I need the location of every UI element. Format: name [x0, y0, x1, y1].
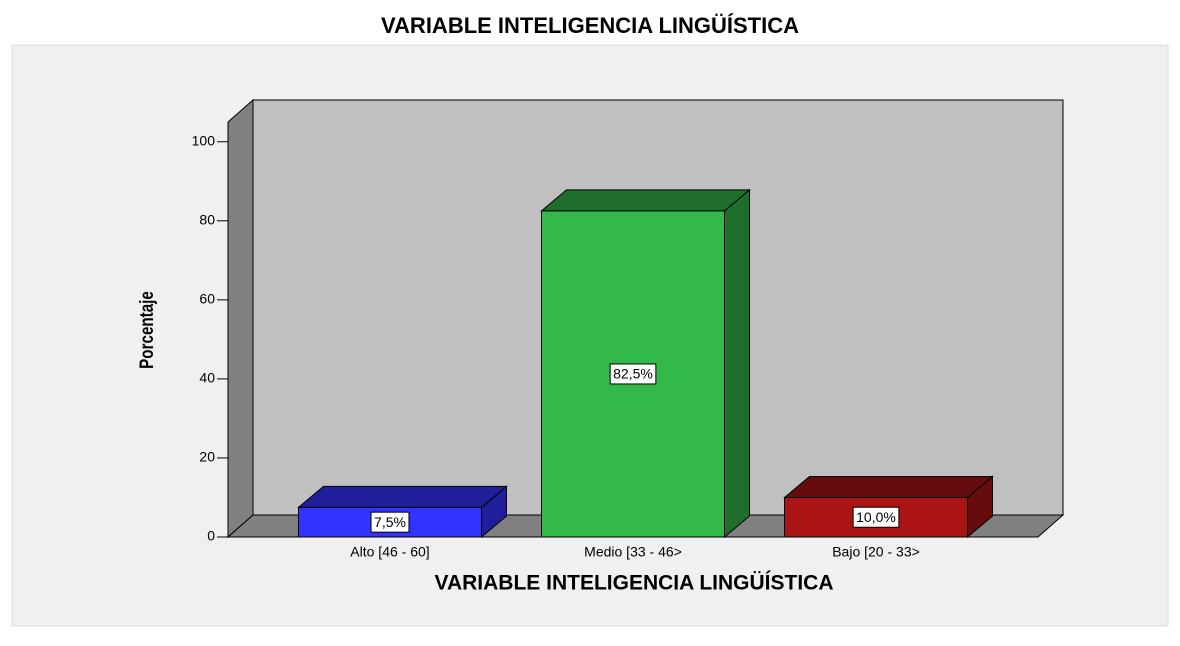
- side-wall: [227, 98, 254, 539]
- x-tick-label: Bajo [20 - 33>: [832, 544, 920, 560]
- value-label: 7,5%: [374, 514, 406, 530]
- bar-top: [540, 189, 751, 212]
- x-tick-label: Alto [46 - 60]: [350, 544, 429, 560]
- value-label: 82,5%: [613, 366, 653, 382]
- y-tick-label: 60: [199, 291, 215, 307]
- y-tick-label: 0: [207, 528, 215, 544]
- chart-title: VARIABLE INTELIGENCIA LINGÜÍSTICA: [381, 13, 799, 38]
- value-label: 10,0%: [856, 509, 896, 525]
- bar-top: [297, 485, 508, 508]
- y-tick-label: 80: [199, 212, 215, 228]
- bar-side: [724, 188, 750, 539]
- value-label-box: [852, 506, 900, 528]
- bar-top: [783, 475, 994, 498]
- value-label-box: [609, 363, 657, 385]
- y-tick-label: 100: [192, 132, 216, 148]
- y-axis-label: Porcentaje: [135, 291, 157, 369]
- x-tick-label: Medio [33 - 46>: [584, 544, 682, 560]
- y-tick-label: 40: [199, 370, 215, 386]
- y-tick-label: 20: [199, 449, 215, 465]
- x-axis-label: VARIABLE INTELIGENCIA LINGÜÍSTICA: [435, 572, 834, 595]
- value-label-box: [370, 511, 410, 533]
